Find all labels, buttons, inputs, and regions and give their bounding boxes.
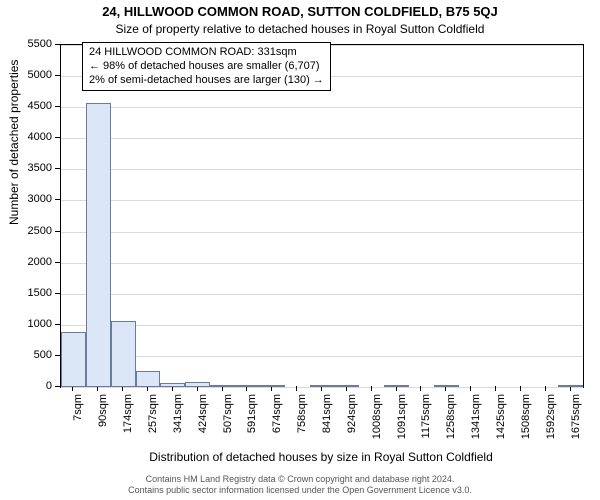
x-tick-label: 758sqm	[296, 394, 308, 454]
x-tick-label: 424sqm	[197, 394, 209, 454]
x-tick-label: 341sqm	[172, 394, 184, 454]
bar	[235, 385, 260, 387]
x-axis-label: Distribution of detached houses by size …	[60, 450, 582, 464]
bar	[136, 371, 161, 387]
bar-slot	[384, 45, 409, 387]
bar-slot	[558, 45, 583, 387]
x-tick-label: 1258sqm	[445, 394, 457, 454]
footer-line1: Contains HM Land Registry data © Crown c…	[0, 474, 600, 485]
y-tick-label: 5500	[0, 38, 52, 50]
bar-slot	[86, 45, 111, 387]
bar-slot	[136, 45, 161, 387]
bar-slot	[210, 45, 235, 387]
y-tick-label: 2500	[0, 225, 52, 237]
x-tick-label: 591sqm	[246, 394, 258, 454]
bar-slot	[235, 45, 260, 387]
x-tick-label: 1508sqm	[520, 394, 532, 454]
y-tick-mark	[55, 106, 60, 107]
y-tick-mark	[55, 199, 60, 200]
x-tick-label: 1675sqm	[570, 394, 582, 454]
bar	[558, 385, 583, 387]
bar-slot	[260, 45, 285, 387]
y-axis-label: Number of detached properties	[7, 205, 21, 225]
plot-area	[60, 44, 584, 388]
annotation-line2: ← 98% of detached houses are smaller (6,…	[89, 60, 324, 74]
bar-slot	[409, 45, 434, 387]
chart-title: 24, HILLWOOD COMMON ROAD, SUTTON COLDFIE…	[0, 4, 600, 19]
x-tick-label: 257sqm	[147, 394, 159, 454]
bar	[86, 103, 111, 387]
bar	[434, 385, 459, 387]
y-tick-mark	[55, 355, 60, 356]
x-tick-label: 174sqm	[122, 394, 134, 454]
bar-slot	[434, 45, 459, 387]
footer-line2: Contains public sector information licen…	[0, 485, 600, 496]
x-tick-label: 841sqm	[321, 394, 333, 454]
y-tick-mark	[55, 324, 60, 325]
y-tick-label: 2000	[0, 256, 52, 268]
x-tick-label: 7sqm	[72, 394, 84, 454]
grid-line	[61, 387, 583, 388]
y-tick-label: 500	[0, 349, 52, 361]
x-tick-label: 924sqm	[346, 394, 358, 454]
y-tick-mark	[55, 262, 60, 263]
x-tick-label: 90sqm	[97, 394, 109, 454]
bar-slot	[285, 45, 310, 387]
y-tick-label: 0	[0, 380, 52, 392]
x-tick-label: 1425sqm	[495, 394, 507, 454]
y-tick-mark	[55, 386, 60, 387]
bar-slot	[310, 45, 335, 387]
y-tick-label: 1500	[0, 287, 52, 299]
bar	[111, 321, 136, 387]
bar	[160, 383, 185, 387]
bar-slot	[459, 45, 484, 387]
annotation-box: 24 HILLWOOD COMMON ROAD: 331sqm ← 98% of…	[82, 42, 331, 91]
x-tick-label: 1008sqm	[371, 394, 383, 454]
bar	[185, 382, 210, 387]
y-tick-mark	[55, 168, 60, 169]
y-tick-mark	[55, 44, 60, 45]
footer: Contains HM Land Registry data © Crown c…	[0, 474, 600, 496]
bars-layer	[61, 45, 583, 387]
x-tick-label: 1341sqm	[470, 394, 482, 454]
x-tick-label: 507sqm	[222, 394, 234, 454]
x-tick-label: 1175sqm	[420, 394, 432, 454]
bar	[61, 332, 86, 387]
bar	[210, 385, 235, 387]
bar-slot	[334, 45, 359, 387]
bar-slot	[508, 45, 533, 387]
annotation-line1: 24 HILLWOOD COMMON ROAD: 331sqm	[89, 46, 324, 60]
x-tick-label: 1592sqm	[545, 394, 557, 454]
chart-container: 24, HILLWOOD COMMON ROAD, SUTTON COLDFIE…	[0, 0, 600, 500]
bar-slot	[533, 45, 558, 387]
x-tick-label: 1091sqm	[396, 394, 408, 454]
bar	[384, 385, 409, 387]
bar	[334, 385, 359, 387]
bar-slot	[160, 45, 185, 387]
bar	[260, 385, 285, 387]
chart-subtitle: Size of property relative to detached ho…	[0, 22, 600, 36]
bar-slot	[185, 45, 210, 387]
y-tick-label: 1000	[0, 318, 52, 330]
y-tick-mark	[55, 137, 60, 138]
bar-slot	[111, 45, 136, 387]
annotation-line3: 2% of semi-detached houses are larger (1…	[89, 74, 324, 88]
x-tick-label: 674sqm	[271, 394, 283, 454]
y-tick-mark	[55, 75, 60, 76]
bar-slot	[359, 45, 384, 387]
bar-slot	[484, 45, 509, 387]
y-tick-mark	[55, 231, 60, 232]
bar-slot	[61, 45, 86, 387]
bar	[310, 385, 335, 387]
y-tick-mark	[55, 293, 60, 294]
